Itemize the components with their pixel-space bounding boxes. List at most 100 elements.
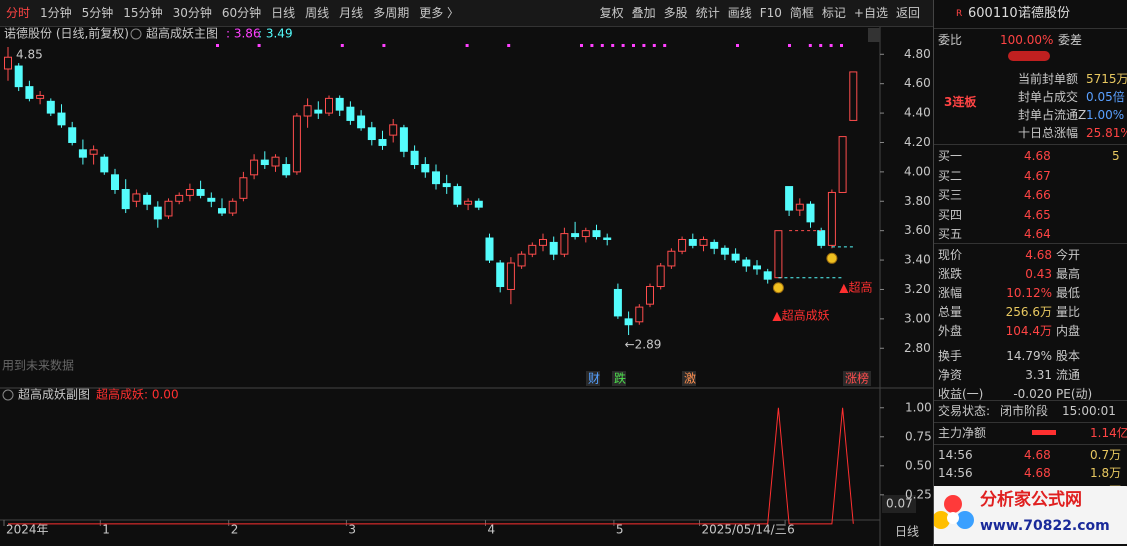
period-tab[interactable]: 分时 (6, 6, 31, 20)
candle-body (688, 238, 697, 246)
stat-label: 现价 (938, 248, 963, 262)
candle-body (710, 241, 719, 249)
seal-value: 1.00% (1086, 108, 1125, 122)
tool-button[interactable]: 标记 (821, 6, 846, 20)
candle-body (111, 174, 119, 191)
tool-button[interactable]: 返回 (895, 6, 920, 20)
candle-body (399, 127, 408, 152)
close-button[interactable] (868, 28, 880, 42)
marker-dot (736, 44, 739, 47)
expand-button[interactable] (1008, 51, 1050, 61)
period-tab[interactable]: 1分钟 (40, 6, 72, 20)
seal-value: 25.81% (1086, 126, 1127, 140)
tool-button[interactable]: 多股 (663, 6, 688, 20)
signal-label: ▲超高 (839, 280, 872, 295)
candle-body (68, 127, 77, 143)
bid-label: 买三 (938, 188, 963, 202)
high-label: 4.85 (16, 47, 43, 61)
candle-body (175, 194, 184, 202)
x-tick-label: 3 (348, 523, 356, 537)
chart-area: 诺德股份 (日线,前复权) 超高成妖主图 : 3.86 : 3.49 用到未来数… (0, 26, 933, 546)
tool-button[interactable]: 画线 (727, 6, 752, 20)
tool-button[interactable]: +自选 (853, 6, 888, 20)
period-tab[interactable]: 更多 〉 (419, 6, 460, 20)
tool-button[interactable]: 简框 (789, 6, 814, 20)
candle-body (185, 189, 194, 196)
candle-body (410, 150, 419, 166)
tool-button[interactable]: 统计 (695, 6, 720, 20)
label: 委差 (1058, 33, 1083, 47)
candle-body (57, 112, 66, 126)
candle-body (517, 253, 526, 267)
candle-body (720, 247, 729, 255)
stat-label: 股本 (1056, 349, 1081, 363)
candle-body (292, 115, 301, 173)
y-tick-label: 4.60 (904, 76, 931, 90)
x-tick-label: 1 (102, 523, 110, 537)
tool-button[interactable]: 叠加 (631, 6, 656, 20)
toolbar: 分时 1分钟 5分钟 15分钟 30分钟 60分钟 日线 周线 月线 多周期 更多 〉 返回 +自选 标记… (0, 0, 933, 27)
marker-dot (652, 44, 656, 47)
seal-label: 封单占成交 (1018, 90, 1079, 104)
trade-volume: 0.7万 (1090, 448, 1122, 462)
candle-body (742, 259, 751, 267)
label: 交易状态: (938, 404, 991, 418)
period-tab[interactable]: 15分钟 (123, 6, 163, 20)
sub-readout: 超高成妖: 0.00 (96, 387, 179, 402)
period-tab[interactable]: 30分钟 (172, 6, 212, 20)
period-tab[interactable]: 月线 (339, 6, 364, 20)
period-tab[interactable]: 5分钟 (81, 6, 114, 20)
bid-label: 买四 (938, 207, 963, 222)
marker-dot (257, 44, 261, 47)
tool-button[interactable]: F10 (759, 6, 782, 20)
marker-dot (840, 44, 843, 47)
y-tick-label: 0.50 (905, 458, 932, 472)
stat-label: PE(动) (1056, 387, 1093, 401)
candle-body (303, 105, 312, 117)
candle-body (314, 109, 323, 114)
candle-body (571, 233, 580, 238)
y-tick-label: 0.25 (905, 487, 932, 501)
candle-body (282, 164, 291, 176)
period-tab[interactable]: 60分钟 (221, 6, 262, 20)
candle-body (4, 56, 12, 70)
marker-dot (580, 44, 583, 47)
label: 主力净额 (938, 426, 987, 440)
value: 闭市阶段 (1000, 404, 1049, 418)
candle-body (153, 206, 162, 220)
marker-dot (611, 44, 615, 47)
indicator-toggle[interactable] (130, 28, 142, 40)
period-label: 日线 (895, 525, 919, 539)
watermark: 分析家公式网 www.70822.com (934, 486, 1127, 544)
marker-dot (590, 44, 594, 47)
period-tab[interactable]: 日线 (271, 6, 296, 20)
candle-body (731, 253, 740, 261)
stat-value: 3.31 (1025, 368, 1052, 382)
stock-name: 诺德股份 (1018, 6, 1071, 21)
candle-body (239, 177, 248, 199)
cursor-box (882, 495, 916, 513)
stat-label: 涨幅 (938, 286, 963, 300)
y-tick-label: 4.80 (904, 47, 931, 61)
stat-value: 14.79% (1006, 349, 1052, 363)
tool-button[interactable]: 复权 (599, 6, 624, 20)
candle-body (14, 65, 23, 88)
y-tick-label: 4.40 (904, 106, 931, 120)
signal-coin (826, 252, 838, 264)
stat-label: 最低 (1056, 286, 1081, 300)
sub-toggle[interactable] (2, 389, 14, 401)
event-box (682, 371, 696, 386)
period-tab[interactable]: 多周期 (373, 6, 410, 20)
stat-label: 流通 (1056, 368, 1081, 382)
stat-label: 内盘 (1056, 324, 1081, 338)
seal-label: 当前封单额 (1018, 72, 1079, 86)
quote-panel: R 600110 诺德股份 委比 100.00% 委差 3连板 交易状态: 闭市… (933, 0, 1127, 546)
event-box (843, 371, 871, 386)
candle-body (763, 271, 772, 280)
watermark-url: www.70822.com (980, 518, 1110, 534)
period-tab[interactable]: 周线 (305, 6, 330, 20)
bid-label: 买一 (938, 149, 963, 163)
candle-body (849, 71, 858, 121)
y-tick-label: 3.40 (904, 253, 931, 267)
